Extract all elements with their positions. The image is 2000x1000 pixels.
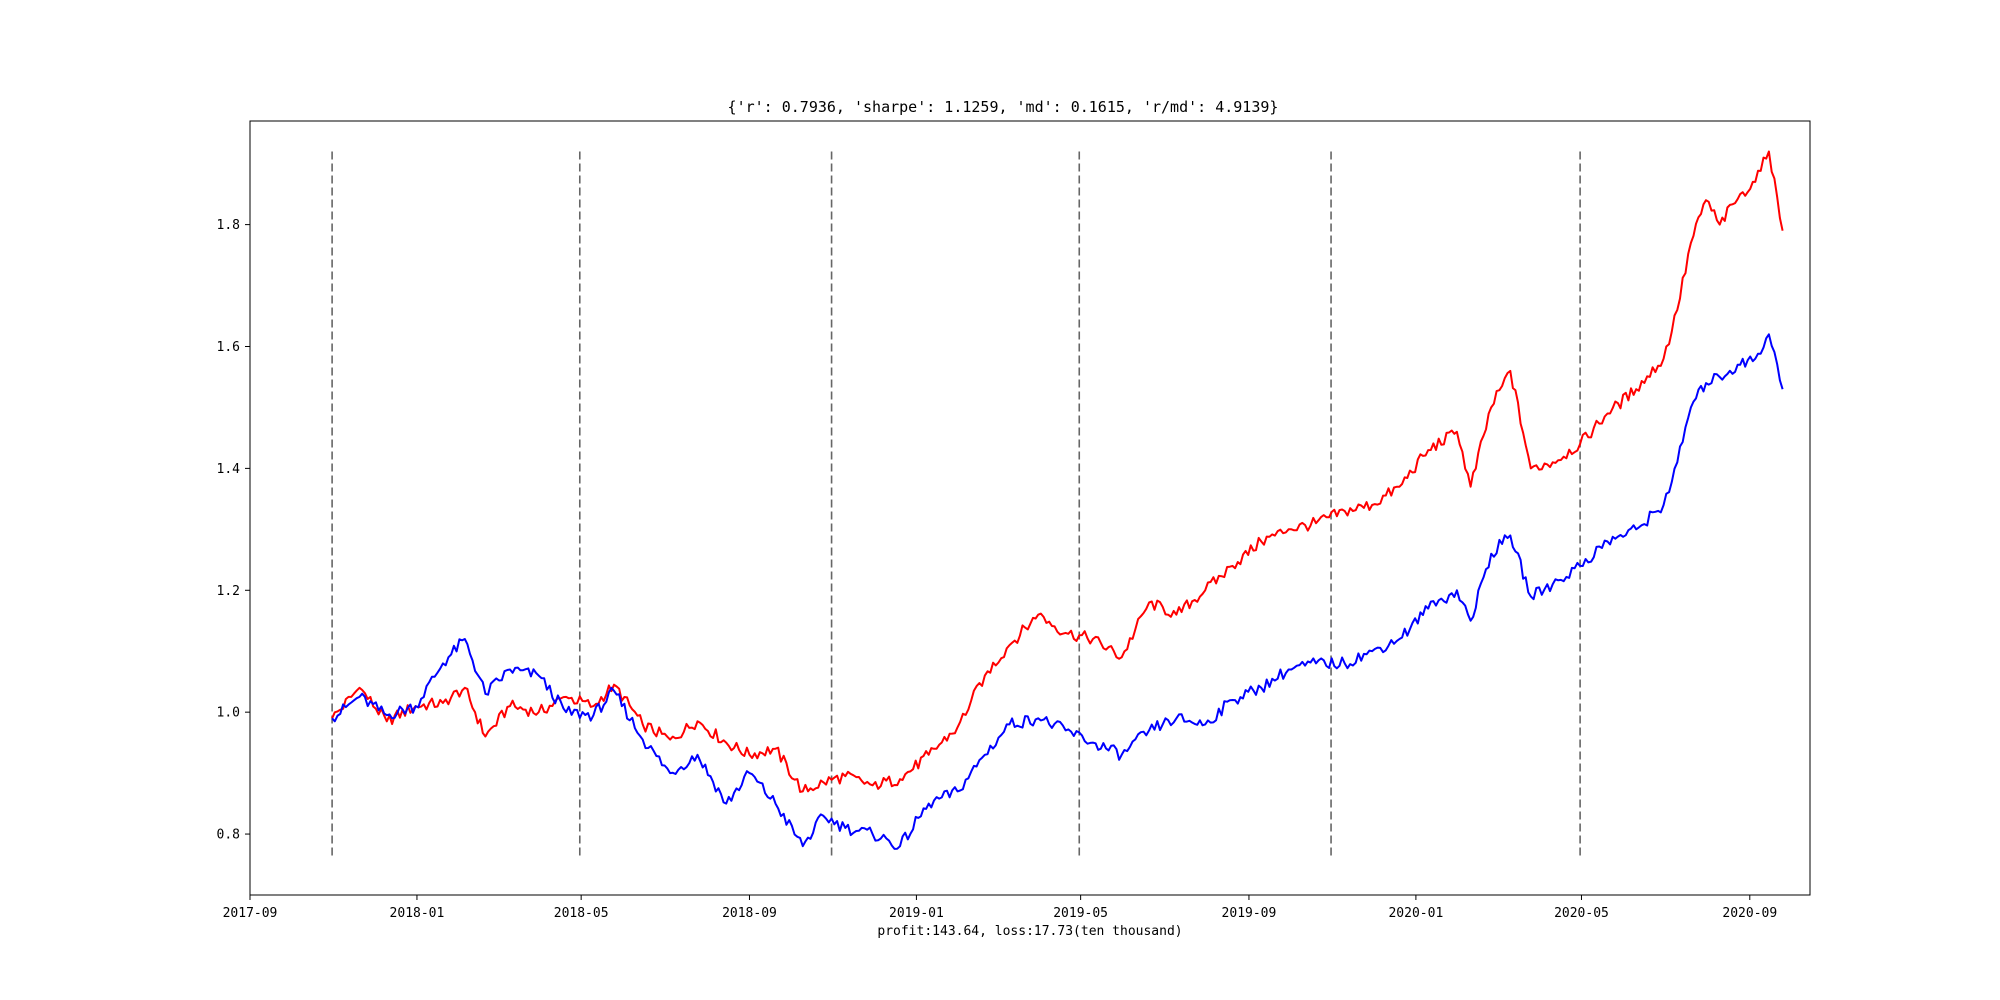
y-tick-label-2: 1.2: [217, 584, 240, 599]
series-line-1: [331, 333, 1784, 850]
vertical-markers: [331, 151, 1581, 859]
series-layer: [331, 150, 1784, 850]
plot-area: [249, 120, 1811, 896]
series-line-0: [331, 150, 1784, 793]
y-tick-label-4: 1.6: [217, 340, 240, 355]
y-tick-label-0: 0.8: [217, 828, 240, 843]
x-tick-label-7: 2020-01: [1388, 906, 1443, 921]
chart-title: {'r': 0.7936, 'sharpe': 1.1259, 'md': 0.…: [728, 98, 1279, 116]
y-tick-label-3: 1.4: [217, 462, 241, 477]
x-tick-label-0: 2017-09: [223, 906, 278, 921]
x-tick-label-8: 2020-05: [1554, 906, 1609, 921]
x-tick-label-4: 2019-01: [889, 906, 944, 921]
y-axis: 0.8 1.0 1.2 1.4 1.6 1.8: [217, 218, 250, 843]
x-tick-label-2: 2018-05: [554, 906, 609, 921]
x-tick-label-9: 2020-09: [1722, 906, 1777, 921]
y-tick-label-5: 1.8: [217, 218, 240, 233]
y-tick-label-1: 1.0: [217, 706, 240, 721]
x-tick-label-5: 2019-05: [1053, 906, 1108, 921]
x-axis-label: profit:143.64, loss:17.73(ten thousand): [877, 924, 1182, 939]
x-tick-label-1: 2018-01: [390, 906, 445, 921]
x-tick-label-6: 2019-09: [1222, 906, 1277, 921]
x-axis: 2017-09 2018-01 2018-05 2018-09 2019-01 2019-…: [223, 895, 1777, 921]
x-tick-label-3: 2018-09: [722, 906, 777, 921]
